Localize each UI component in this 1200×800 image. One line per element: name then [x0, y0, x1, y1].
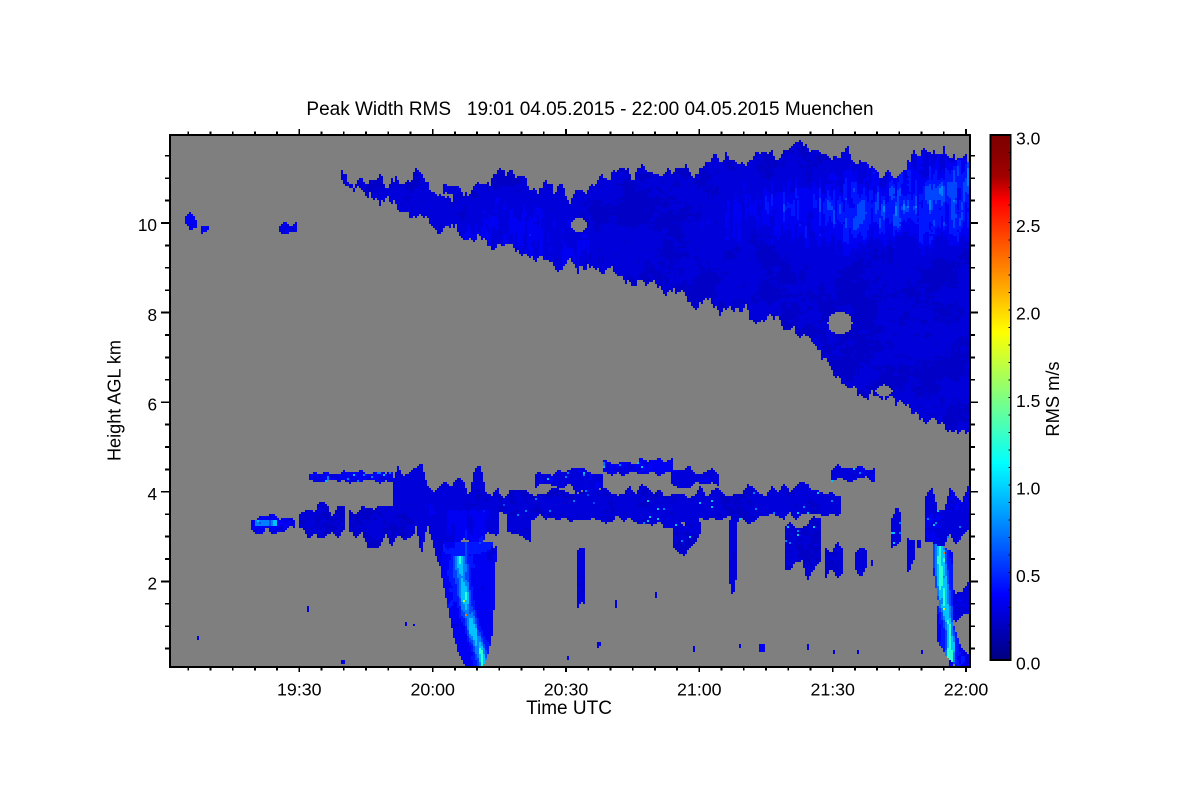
svg-text:21:00: 21:00	[677, 680, 722, 700]
svg-text:3.0: 3.0	[1016, 129, 1041, 149]
svg-text:Peak Width RMS 19:01 04.05.2: Peak Width RMS 19:01 04.05.2015 - 22:00 …	[306, 99, 873, 120]
svg-text:22:00: 22:00	[944, 680, 989, 700]
svg-text:2: 2	[147, 574, 157, 594]
svg-text:1.5: 1.5	[1016, 391, 1040, 411]
svg-text:Height AGL km: Height AGL km	[105, 340, 125, 461]
svg-text:6: 6	[147, 394, 157, 414]
svg-text:2.5: 2.5	[1016, 216, 1040, 236]
svg-text:2.0: 2.0	[1016, 304, 1041, 324]
svg-text:0.0: 0.0	[1016, 654, 1041, 674]
svg-text:Time UTC: Time UTC	[526, 698, 612, 719]
svg-text:8: 8	[147, 305, 157, 325]
svg-text:RMS m/s: RMS m/s	[1042, 361, 1063, 436]
svg-text:4: 4	[147, 484, 157, 504]
svg-text:21:30: 21:30	[810, 680, 855, 700]
svg-text:20:00: 20:00	[410, 680, 455, 700]
svg-text:10: 10	[138, 215, 157, 235]
svg-text:0.5: 0.5	[1016, 566, 1040, 586]
svg-text:20:30: 20:30	[544, 680, 589, 700]
svg-text:1.0: 1.0	[1016, 479, 1041, 499]
svg-text:19:30: 19:30	[277, 680, 322, 700]
